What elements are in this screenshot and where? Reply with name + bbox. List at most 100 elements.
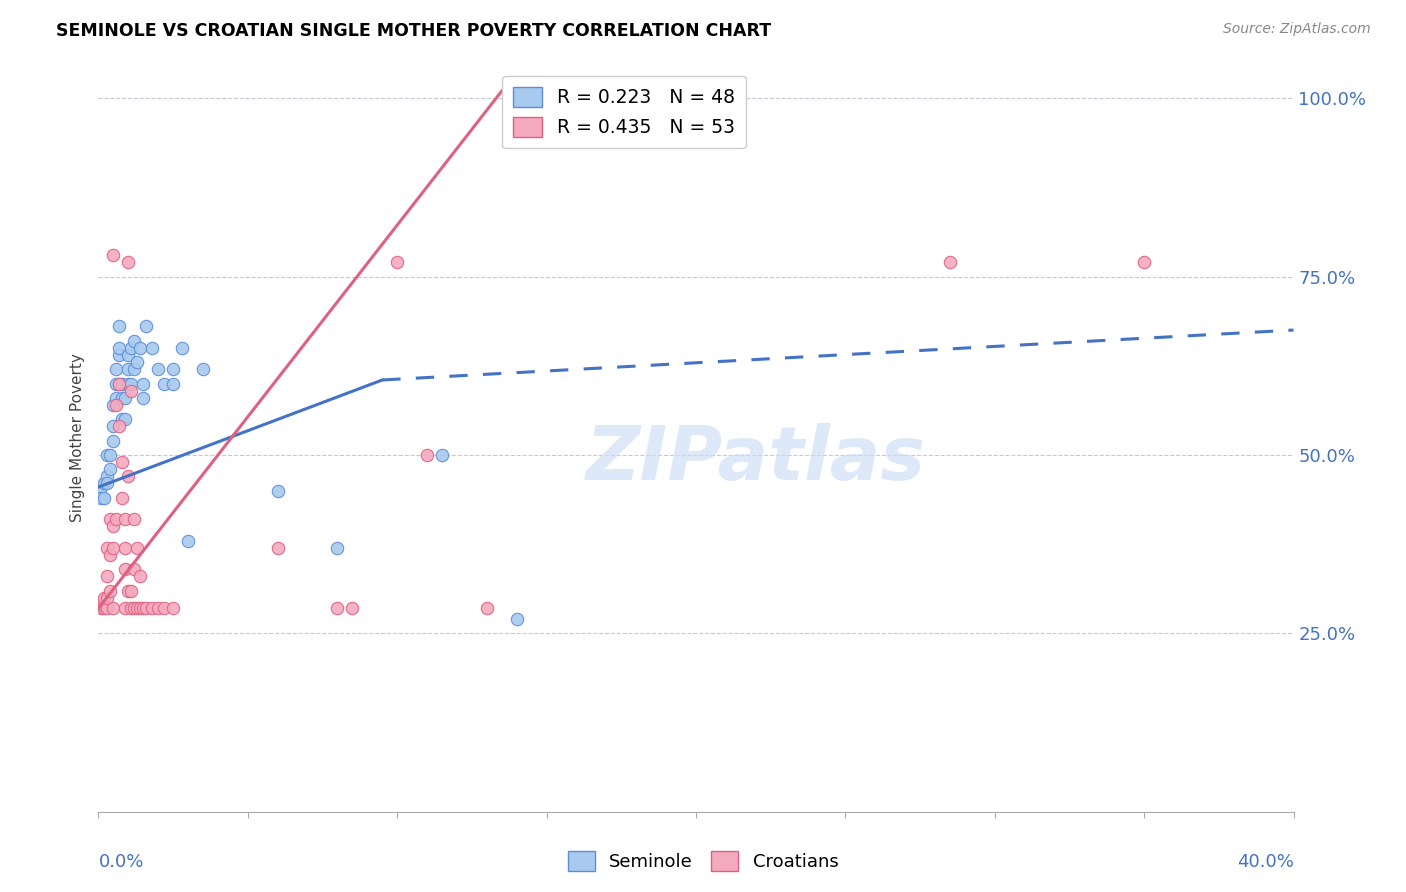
Point <box>326 541 349 555</box>
Point <box>129 601 152 615</box>
Point <box>111 491 134 505</box>
Point <box>120 384 142 398</box>
Point <box>111 455 134 469</box>
Point <box>114 512 136 526</box>
Point <box>475 601 498 615</box>
Point <box>96 476 118 491</box>
Text: ZIPatlas: ZIPatlas <box>586 423 925 496</box>
Point <box>127 355 149 369</box>
Point <box>1133 255 1156 269</box>
Point <box>105 512 128 526</box>
Point <box>326 601 349 615</box>
Point <box>90 601 112 615</box>
Point <box>114 562 136 576</box>
Point <box>120 583 142 598</box>
Point <box>124 562 146 576</box>
Point <box>385 255 409 269</box>
Point <box>96 591 118 605</box>
Point <box>108 341 131 355</box>
Point <box>93 476 115 491</box>
Point <box>108 376 131 391</box>
Point <box>172 341 194 355</box>
Point <box>90 598 112 612</box>
Legend: Seminole, Croatians: Seminole, Croatians <box>561 844 845 879</box>
Point <box>90 491 112 505</box>
Point <box>132 376 155 391</box>
Point <box>111 376 134 391</box>
Point <box>148 601 170 615</box>
Point <box>124 601 146 615</box>
Point <box>135 319 157 334</box>
Point <box>135 601 157 615</box>
Point <box>111 412 134 426</box>
Point <box>93 491 115 505</box>
Point <box>120 601 142 615</box>
Point <box>267 483 290 498</box>
Point <box>96 541 118 555</box>
Point <box>105 398 128 412</box>
Point <box>93 591 115 605</box>
Point <box>117 362 139 376</box>
Point <box>114 412 136 426</box>
Point <box>93 598 115 612</box>
Point <box>342 601 364 615</box>
Point <box>93 601 115 615</box>
Point <box>416 448 439 462</box>
Point <box>98 448 122 462</box>
Point <box>132 601 155 615</box>
Point <box>96 469 118 483</box>
Point <box>162 376 184 391</box>
Point <box>103 519 125 533</box>
Point <box>117 376 139 391</box>
Point <box>105 391 128 405</box>
Point <box>148 362 170 376</box>
Point <box>105 362 128 376</box>
Point <box>111 391 134 405</box>
Point <box>129 569 152 583</box>
Point <box>177 533 200 548</box>
Point <box>117 583 139 598</box>
Point <box>96 448 118 462</box>
Point <box>430 448 453 462</box>
Point <box>124 512 146 526</box>
Y-axis label: Single Mother Poverty: Single Mother Poverty <box>70 352 86 522</box>
Point <box>108 348 131 362</box>
Point <box>124 362 146 376</box>
Point <box>108 419 131 434</box>
Point <box>162 601 184 615</box>
Point <box>120 341 142 355</box>
Point <box>191 362 214 376</box>
Point <box>153 376 176 391</box>
Point <box>141 601 163 615</box>
Point <box>98 583 122 598</box>
Text: Source: ZipAtlas.com: Source: ZipAtlas.com <box>1223 22 1371 37</box>
Point <box>98 462 122 476</box>
Point <box>98 548 122 562</box>
Point <box>103 434 125 448</box>
Point <box>114 601 136 615</box>
Point <box>129 341 152 355</box>
Point <box>124 334 146 348</box>
Point <box>96 569 118 583</box>
Text: 40.0%: 40.0% <box>1237 853 1294 871</box>
Point <box>98 512 122 526</box>
Point <box>103 541 125 555</box>
Point <box>103 419 125 434</box>
Point <box>127 541 149 555</box>
Point <box>939 255 962 269</box>
Point <box>117 348 139 362</box>
Legend: R = 0.223   N = 48, R = 0.435   N = 53: R = 0.223 N = 48, R = 0.435 N = 53 <box>502 76 745 148</box>
Point <box>117 469 139 483</box>
Point <box>162 362 184 376</box>
Point <box>141 341 163 355</box>
Point <box>267 541 290 555</box>
Point <box>120 376 142 391</box>
Point <box>90 480 112 494</box>
Point <box>117 255 139 269</box>
Point <box>103 601 125 615</box>
Point <box>114 391 136 405</box>
Text: SEMINOLE VS CROATIAN SINGLE MOTHER POVERTY CORRELATION CHART: SEMINOLE VS CROATIAN SINGLE MOTHER POVER… <box>56 22 772 40</box>
Point <box>105 376 128 391</box>
Point <box>103 398 125 412</box>
Point <box>114 541 136 555</box>
